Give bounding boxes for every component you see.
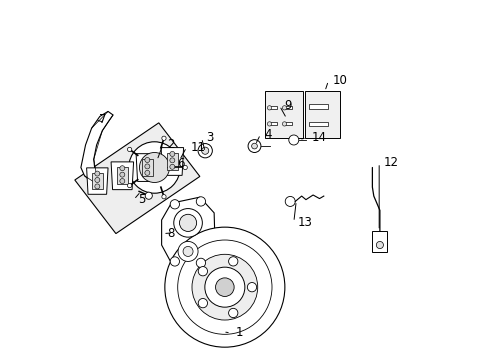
Circle shape [173,208,202,237]
Circle shape [196,258,205,267]
Circle shape [228,257,237,266]
Text: 3: 3 [205,131,213,144]
Circle shape [95,171,100,176]
Bar [264,91,302,138]
Circle shape [183,165,187,170]
Bar [284,107,292,109]
Polygon shape [142,159,153,176]
Circle shape [144,164,149,169]
Bar [284,122,292,125]
Circle shape [198,266,207,276]
Text: 9: 9 [283,99,291,112]
Bar [269,107,277,109]
Circle shape [288,135,298,145]
Circle shape [192,254,257,320]
Text: 12: 12 [383,156,398,169]
Circle shape [198,144,212,158]
Circle shape [201,147,208,154]
Circle shape [162,136,166,140]
Circle shape [128,142,180,193]
Circle shape [169,152,175,157]
Text: 14: 14 [311,131,325,144]
Circle shape [251,143,257,149]
Circle shape [178,242,198,261]
Circle shape [120,179,124,184]
Polygon shape [81,111,113,183]
Text: 6: 6 [177,157,184,170]
Circle shape [169,158,175,163]
Circle shape [177,240,271,334]
Circle shape [169,164,175,169]
Circle shape [267,106,271,110]
Circle shape [95,177,100,183]
Bar [308,104,328,109]
Text: 11: 11 [190,141,205,154]
Circle shape [164,227,285,347]
Circle shape [247,283,256,292]
Circle shape [127,147,131,152]
Polygon shape [162,197,215,266]
Polygon shape [161,148,183,175]
Circle shape [179,214,196,231]
Polygon shape [117,167,128,184]
Circle shape [285,197,295,206]
Circle shape [228,309,237,318]
Circle shape [139,153,169,183]
Circle shape [120,166,124,171]
Text: 5: 5 [138,193,145,206]
Circle shape [215,278,234,296]
Circle shape [127,183,131,188]
Polygon shape [86,168,108,194]
Circle shape [170,257,179,266]
Circle shape [247,140,261,153]
Circle shape [376,242,383,249]
Text: 10: 10 [332,74,347,87]
Text: 2: 2 [167,138,175,151]
Circle shape [145,192,152,199]
Polygon shape [136,154,158,181]
Circle shape [204,267,244,307]
Bar [308,122,328,126]
Polygon shape [166,153,178,170]
Circle shape [183,247,193,256]
Polygon shape [75,123,200,234]
Text: 7: 7 [99,113,107,126]
Circle shape [282,106,286,110]
Text: 13: 13 [298,216,312,229]
Circle shape [196,197,205,206]
Circle shape [144,157,149,162]
Text: 8: 8 [167,227,174,240]
Circle shape [198,298,207,308]
Circle shape [120,172,124,177]
Circle shape [170,200,179,209]
Bar [372,231,386,252]
Text: 4: 4 [264,128,272,141]
Text: 1: 1 [235,327,242,339]
Circle shape [282,122,286,126]
Bar [269,122,277,125]
Circle shape [144,170,149,175]
Polygon shape [92,173,102,189]
Circle shape [267,122,271,126]
Bar [304,91,339,138]
Circle shape [162,194,166,199]
Polygon shape [111,162,133,190]
Circle shape [95,184,100,189]
